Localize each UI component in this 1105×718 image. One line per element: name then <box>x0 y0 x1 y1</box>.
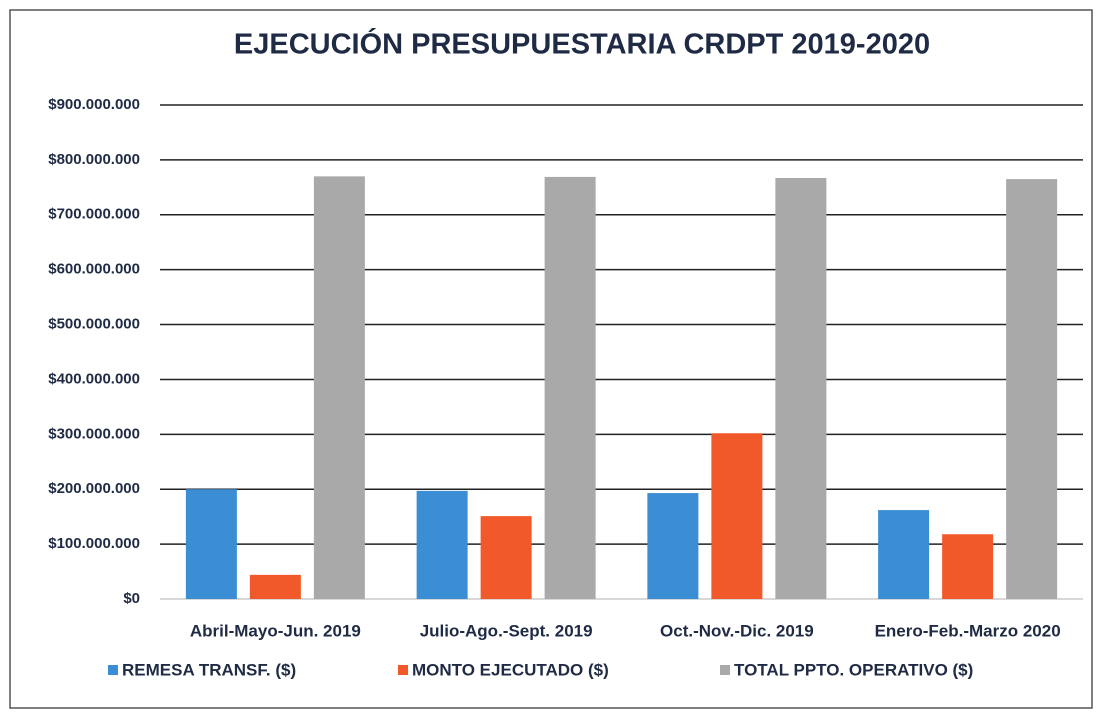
legend-label: MONTO EJECUTADO ($) <box>412 660 609 679</box>
bar <box>544 176 596 599</box>
bar <box>416 490 468 599</box>
y-tick-label: $500.000.000 <box>48 316 140 333</box>
y-tick-label: $800.000.000 <box>48 151 140 168</box>
y-tick-label: $600.000.000 <box>48 261 140 278</box>
x-tick-label: Enero-Feb.-Marzo 2020 <box>875 621 1061 640</box>
bar <box>185 489 237 599</box>
bar <box>711 433 763 599</box>
x-tick-label: Abril-Mayo-Jun. 2019 <box>190 621 361 640</box>
y-tick-label: $400.000.000 <box>48 370 140 387</box>
bar <box>480 516 532 599</box>
x-tick-label: Julio-Ago.-Sept. 2019 <box>420 621 593 640</box>
bar <box>313 176 365 599</box>
y-tick-label: $700.000.000 <box>48 206 140 223</box>
chart-title: EJECUCIÓN PRESUPUESTARIA CRDPT 2019-2020 <box>234 27 930 61</box>
legend-label: TOTAL PPTO. OPERATIVO ($) <box>734 660 973 679</box>
legend-swatch <box>398 665 408 675</box>
y-tick-label: $100.000.000 <box>48 535 140 552</box>
legend-swatch <box>720 665 730 675</box>
y-tick-label: $0 <box>123 590 140 607</box>
bar <box>1006 179 1058 599</box>
bar <box>878 510 930 599</box>
x-tick-label: Oct.-Nov.-Dic. 2019 <box>660 621 814 640</box>
legend-swatch <box>108 665 118 675</box>
bar <box>249 574 301 599</box>
bar <box>942 534 994 599</box>
bar <box>775 178 827 599</box>
y-tick-label: $900.000.000 <box>48 96 140 113</box>
bar <box>647 493 699 599</box>
y-tick-label: $200.000.000 <box>48 480 140 497</box>
legend-label: REMESA TRANSF. ($) <box>122 660 296 679</box>
y-tick-label: $300.000.000 <box>48 425 140 442</box>
